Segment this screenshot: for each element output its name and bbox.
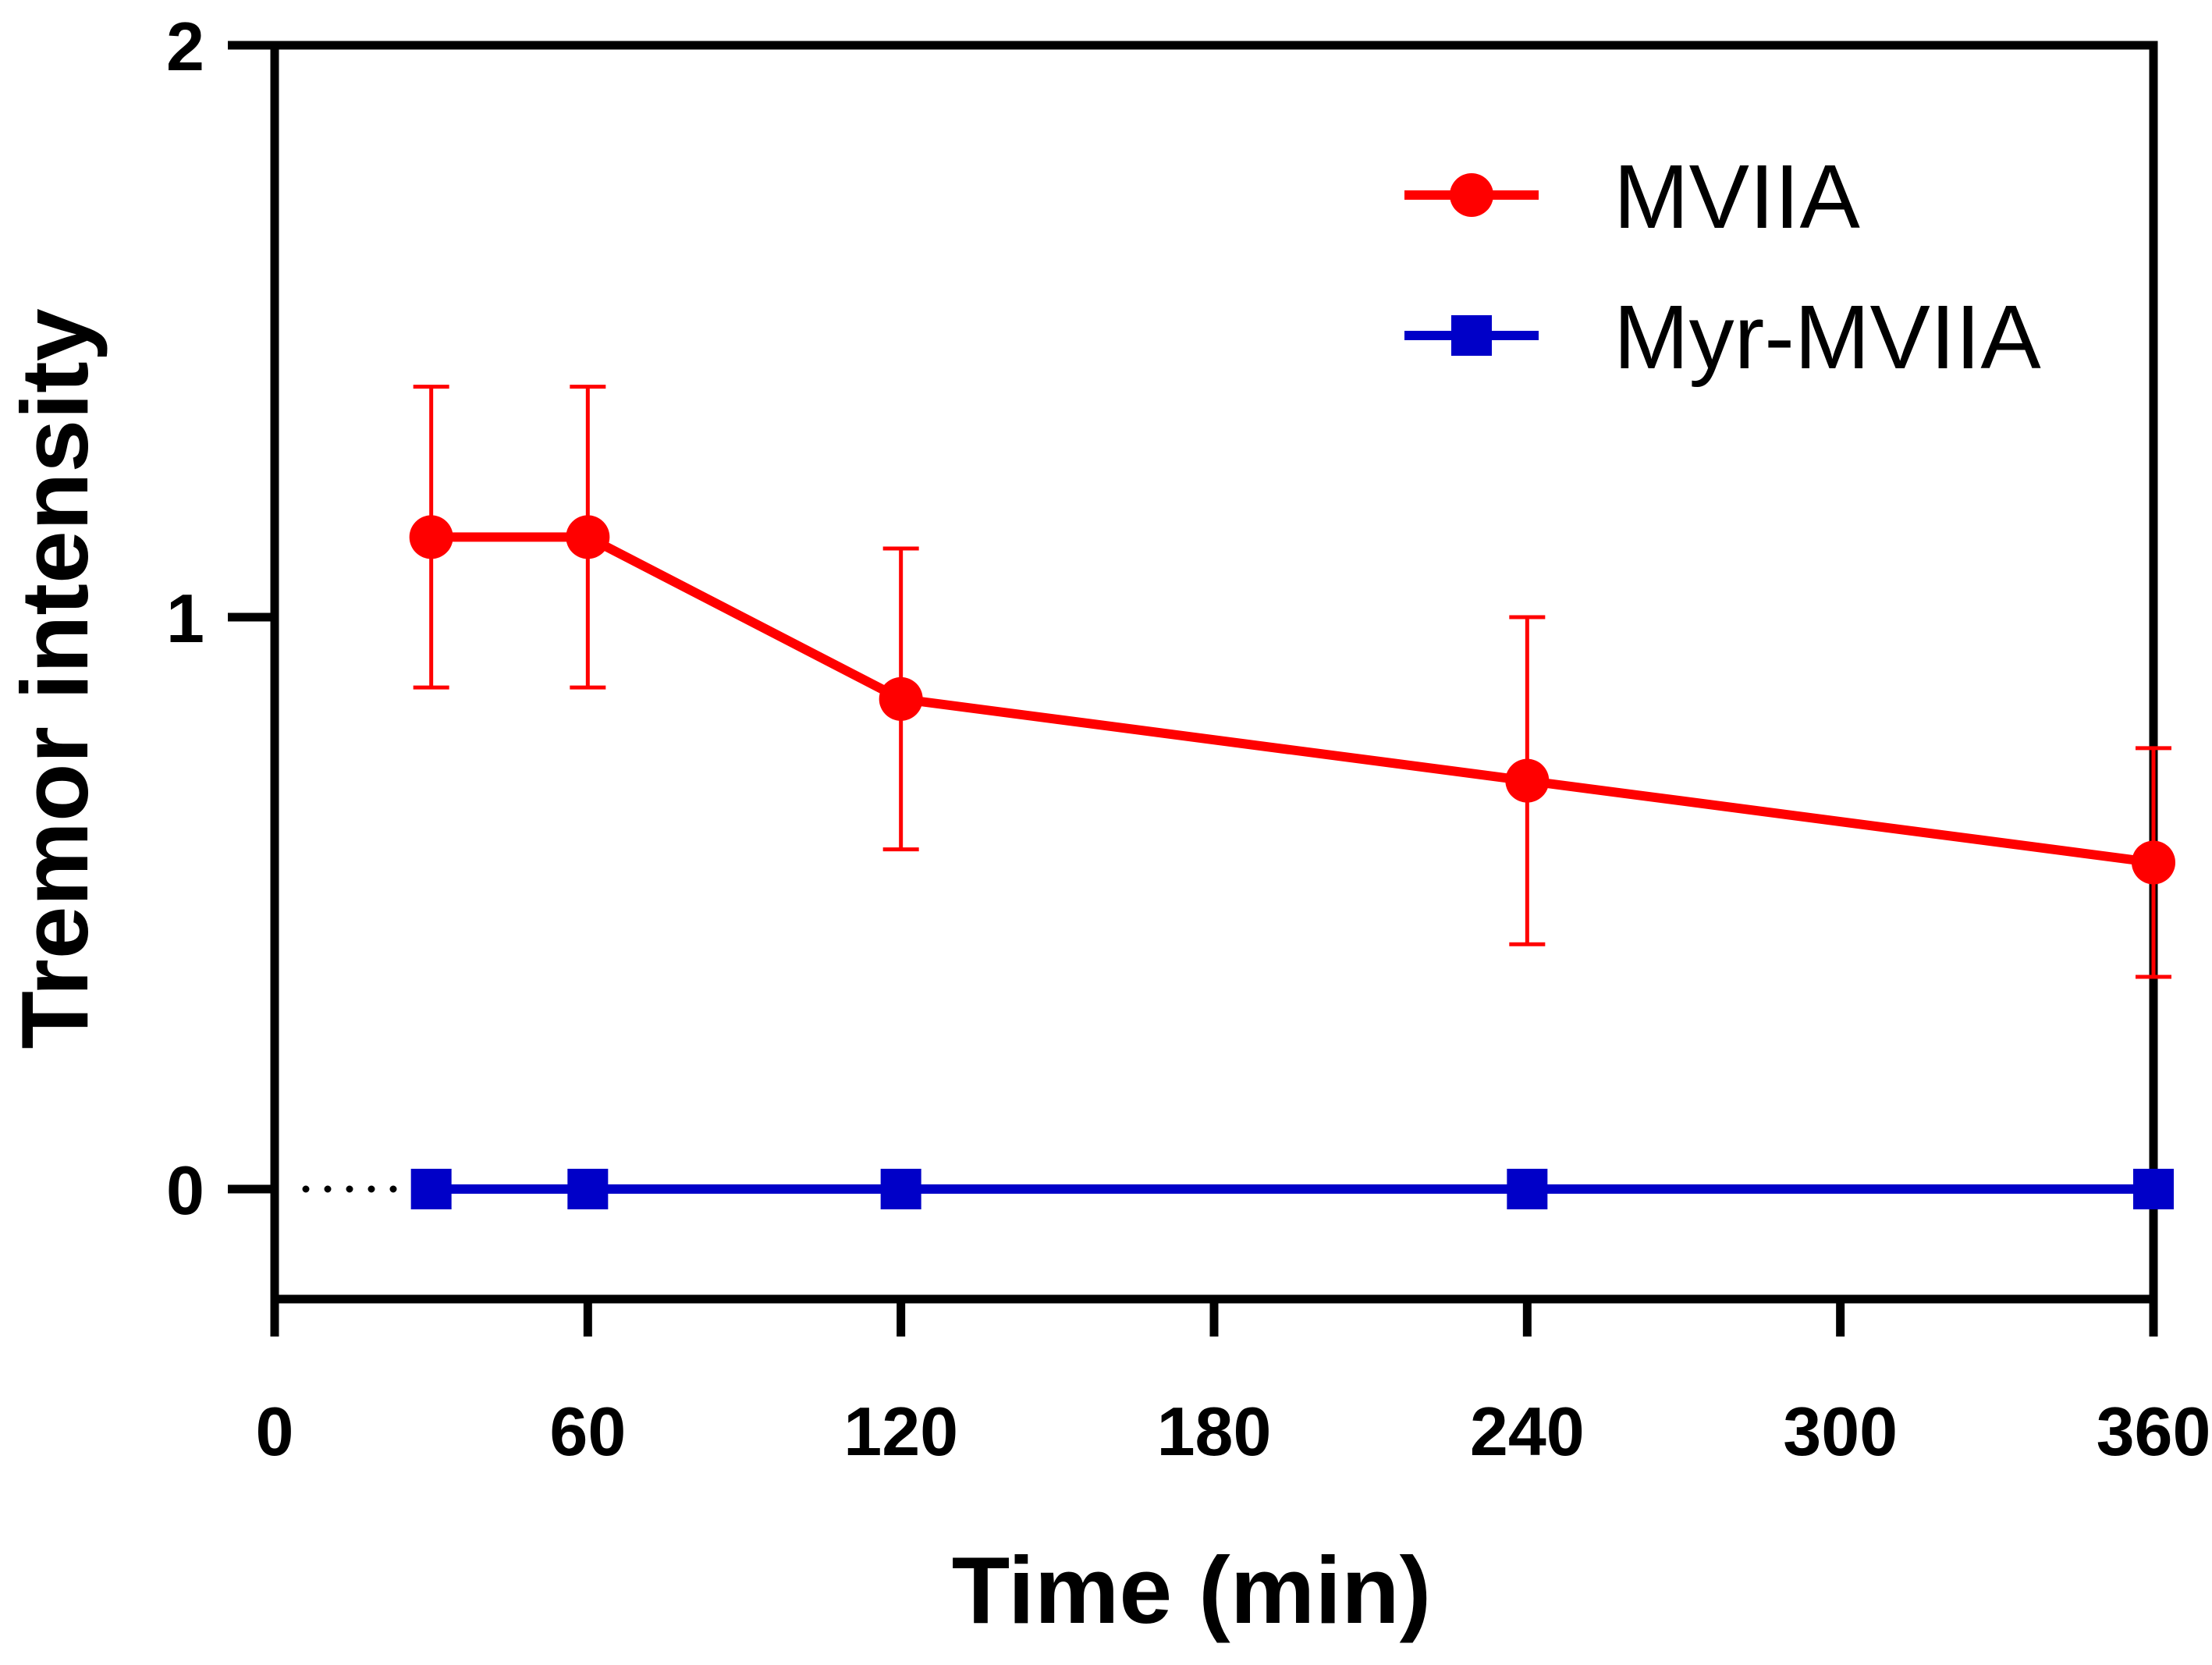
y-tick-label: 0 — [166, 1152, 204, 1229]
x-tick-label: 300 — [1783, 1393, 1898, 1470]
x-tick-label: 360 — [2097, 1393, 2211, 1470]
x-tick-label: 120 — [843, 1393, 958, 1470]
legend-item-mviia: MVIIA — [1404, 146, 1860, 247]
data-point — [880, 1169, 921, 1209]
y-axis-title: Tremor intensity — [2, 308, 108, 1049]
data-point — [1505, 758, 1550, 803]
data-point — [1507, 1169, 1548, 1209]
series-line — [431, 532, 2154, 868]
data-point — [410, 1169, 452, 1209]
data-point — [566, 515, 610, 559]
x-axis: 0 60 120 180 240 300 360 — [256, 1299, 2211, 1470]
legend: MVIIA Myr-MVIIA — [1404, 146, 2041, 388]
plot-border — [270, 41, 2158, 1304]
series-layer — [302, 385, 2175, 1209]
x-tick-label: 60 — [549, 1393, 626, 1470]
series-mviia — [409, 385, 2175, 979]
data-point — [567, 1169, 609, 1209]
legend-marker — [1451, 315, 1492, 356]
data-point — [2133, 1169, 2174, 1209]
series-myr-mviia — [410, 1169, 2174, 1209]
x-tick-label: 180 — [1157, 1393, 1272, 1470]
x-axis-title: Time (min) — [952, 1537, 1432, 1643]
data-point — [879, 676, 923, 721]
y-tick-label: 2 — [166, 8, 204, 85]
x-tick-label: 0 — [256, 1393, 294, 1470]
y-tick-label: 1 — [166, 580, 204, 657]
y-axis: 0 1 2 — [166, 8, 275, 1229]
plot-frame — [270, 41, 2158, 1304]
x-tick-label: 240 — [1470, 1393, 1585, 1470]
legend-marker — [1450, 173, 1493, 217]
legend-label: Myr-MVIIA — [1614, 286, 2041, 388]
legend-item-myr-mviia: Myr-MVIIA — [1404, 286, 2041, 388]
legend-label: MVIIA — [1614, 146, 1860, 247]
data-point — [2132, 840, 2175, 885]
data-point — [409, 515, 453, 559]
